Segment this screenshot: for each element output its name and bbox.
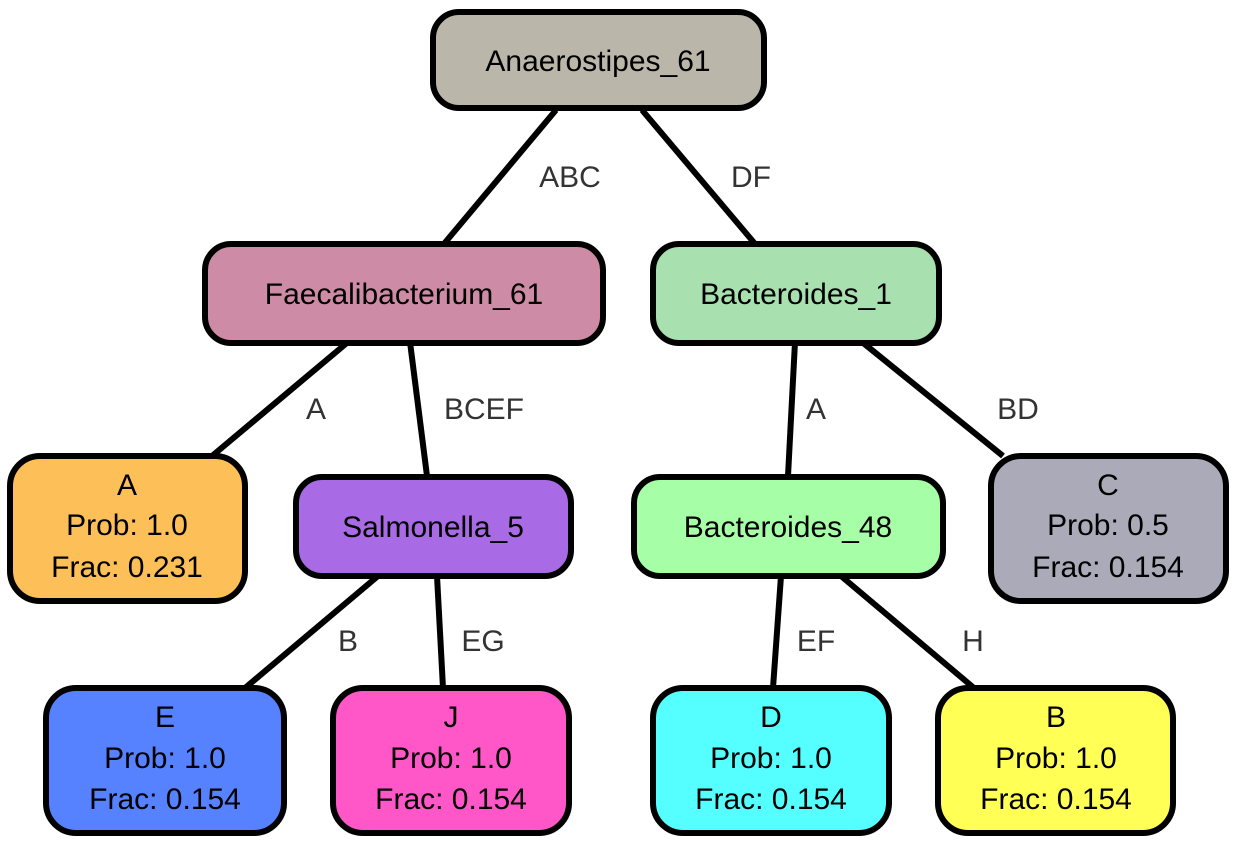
edge-salm-leafJ xyxy=(437,576,443,688)
edge-label-bact1-bact48: A xyxy=(806,393,826,426)
edge-label-bact48-leafD: EF xyxy=(797,625,835,658)
edge-label-root-bact1: DF xyxy=(731,161,771,194)
edge-label-bact1-leafC: BD xyxy=(997,393,1039,426)
node-title: Salmonella_5 xyxy=(342,511,524,544)
leaf-node-j: J Prob: 1.0 Frac: 0.154 xyxy=(333,688,569,833)
leaf-prob: Prob: 1.0 xyxy=(104,742,226,775)
leaf-node-c: C Prob: 0.5 Frac: 0.154 xyxy=(991,456,1226,601)
leaf-title: D xyxy=(760,701,782,734)
node-title: Bacteroides_1 xyxy=(700,278,892,311)
leaf-frac: Frac: 0.154 xyxy=(375,783,527,816)
node-title: Bacteroides_48 xyxy=(684,511,892,544)
leaf-prob: Prob: 0.5 xyxy=(1047,509,1169,542)
leaf-frac: Frac: 0.154 xyxy=(980,783,1132,816)
leaf-frac: Frac: 0.154 xyxy=(1032,551,1184,584)
edge-bact48-leafD xyxy=(773,576,781,688)
leaf-title: E xyxy=(155,701,175,734)
leaf-title: C xyxy=(1097,469,1119,502)
leaf-prob: Prob: 1.0 xyxy=(710,742,832,775)
edge-label-faecal-leafA: A xyxy=(306,393,326,426)
leaf-prob: Prob: 1.0 xyxy=(995,742,1117,775)
edge-bact1-leafC xyxy=(862,342,1003,456)
edge-label-faecal-salm: BCEF xyxy=(444,393,524,426)
node-bacteroides-48: Bacteroides_48 xyxy=(634,477,943,576)
node-bacteroides-1: Bacteroides_1 xyxy=(653,244,939,343)
leaf-frac: Frac: 0.231 xyxy=(51,551,203,584)
node-title: Anaerostipes_61 xyxy=(485,45,710,78)
leaf-title: A xyxy=(117,469,137,502)
leaf-node-a: A Prob: 1.0 Frac: 0.231 xyxy=(10,456,245,601)
node-salmonella-5: Salmonella_5 xyxy=(296,477,571,576)
leaf-prob: Prob: 1.0 xyxy=(66,509,188,542)
edge-label-salm-leafE: B xyxy=(338,625,358,658)
node-title: Faecalibacterium_61 xyxy=(265,278,543,311)
edge-label-root-faecal: ABC xyxy=(539,161,601,194)
leaf-frac: Frac: 0.154 xyxy=(695,783,847,816)
node-anaerostipes-61: Anaerostipes_61 xyxy=(433,12,764,108)
edge-bact48-leafB xyxy=(841,576,974,688)
leaf-frac: Frac: 0.154 xyxy=(89,783,241,816)
leaf-node-d: D Prob: 1.0 Frac: 0.154 xyxy=(653,688,889,833)
leaf-title: J xyxy=(444,701,459,734)
edge-label-salm-leafJ: EG xyxy=(461,625,504,658)
leaf-prob: Prob: 1.0 xyxy=(390,742,512,775)
leaf-node-b: B Prob: 1.0 Frac: 0.154 xyxy=(938,688,1173,833)
leaf-title: B xyxy=(1046,701,1066,734)
edge-salm-leafE xyxy=(245,576,378,688)
edge-label-bact48-leafB: H xyxy=(962,625,984,658)
edge-faecal-salm xyxy=(410,342,427,476)
edge-faecal-leafA xyxy=(212,342,348,456)
node-faecalibacterium-61: Faecalibacterium_61 xyxy=(205,244,603,343)
tree-edges xyxy=(212,110,1003,688)
leaf-node-e: E Prob: 1.0 Frac: 0.154 xyxy=(46,688,284,833)
edge-bact1-bact48 xyxy=(788,342,795,476)
